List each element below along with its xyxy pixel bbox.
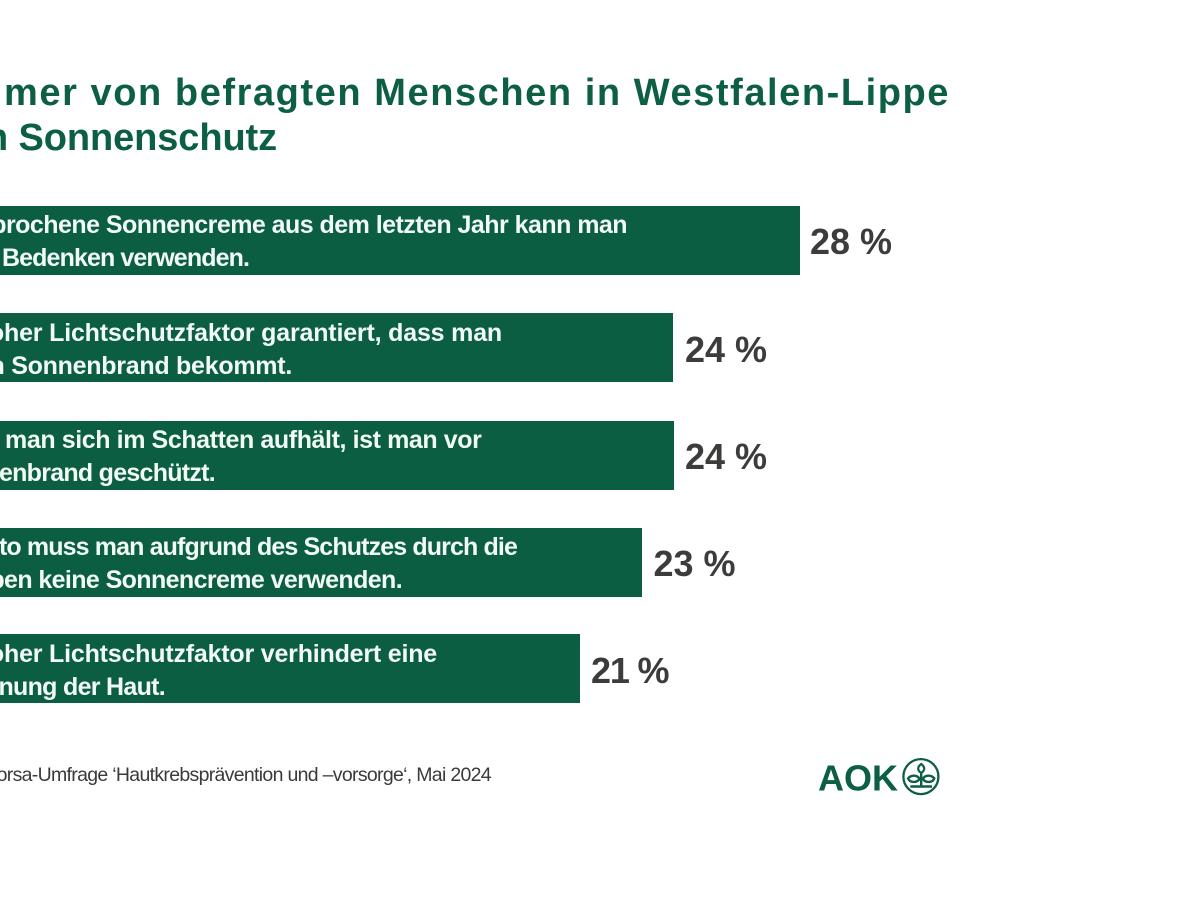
svg-text:AOK: AOK [818, 758, 898, 799]
